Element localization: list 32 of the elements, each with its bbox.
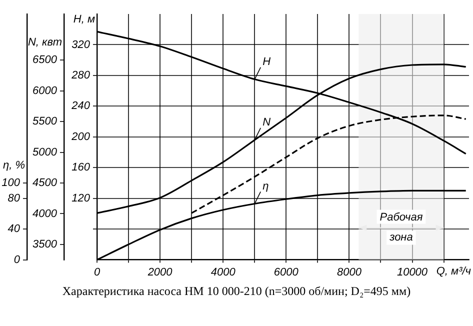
- x-tick-label: 6000: [274, 266, 300, 278]
- y2-tick-label: 4500: [32, 177, 58, 190]
- y3-tick-label: 80: [8, 192, 21, 204]
- y2-axis-title: N, квт: [28, 36, 62, 49]
- y-tick-label: 200: [70, 130, 91, 143]
- y2-tick-label: 3500: [32, 238, 58, 250]
- x-tick-label: 8000: [336, 266, 362, 278]
- y-tick-label: 120: [72, 192, 91, 204]
- y3-tick-label: 0: [14, 254, 21, 266]
- x-tick-label: 2000: [146, 266, 174, 278]
- x-tick-label: 0: [94, 266, 101, 278]
- x-tick-label: 4000: [210, 266, 236, 278]
- x-tick-label: 10000: [396, 266, 428, 278]
- y2-tick-label: 4000: [32, 208, 58, 220]
- y-axis-title: H, м: [73, 13, 96, 26]
- y3-axis-title: η, %: [3, 160, 26, 172]
- y-tick-label: 240: [70, 100, 91, 112]
- band-label: Рабочая зона: [380, 211, 423, 244]
- y2-tick-label: 6500: [32, 54, 58, 66]
- y2-tick-label: 6000: [32, 84, 58, 97]
- y-tick-label: 160: [72, 162, 91, 174]
- x-axis-title: Q, м³/ч: [436, 265, 472, 278]
- series-label: N: [262, 116, 271, 129]
- y2-tick-label: 5500: [32, 116, 58, 128]
- y2-tick-label: 5000: [32, 146, 58, 158]
- y3-tick-label: 100: [2, 177, 21, 190]
- text: Характеристика насоса НМ 10 000-210 (n=3000 об/мин; D₂=495 мм): [61, 284, 412, 298]
- y-tick-label: 320: [72, 38, 91, 51]
- series-label: H: [262, 56, 271, 68]
- series-label: η: [262, 180, 269, 192]
- y3-tick-label: 40: [8, 223, 21, 236]
- y-tick-label: 280: [70, 70, 91, 82]
